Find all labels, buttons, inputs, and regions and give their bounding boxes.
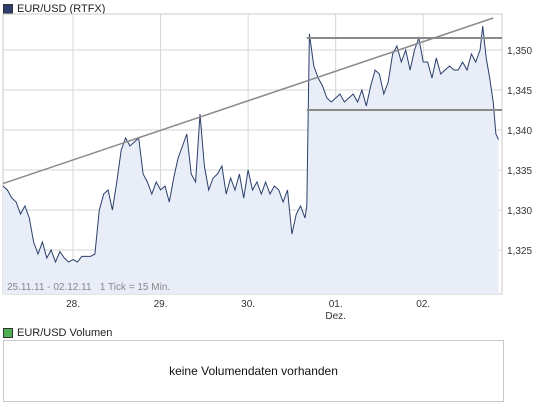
volume-legend-label: EUR/USD Volumen (17, 327, 113, 339)
price-legend-label: EUR/USD (RTFX) (17, 3, 106, 15)
chart-annotations (2, 17, 502, 185)
trend-line (2, 17, 494, 185)
x-tick-label: 02. (416, 299, 430, 310)
x-tick-label: 29. (154, 299, 168, 310)
y-tick-label: 1,340 (507, 126, 532, 137)
volume-panel: keine Volumendaten vorhanden (3, 340, 504, 402)
x-axis-ticks: 28. 29. 30. 01.Dez. 02. (66, 299, 430, 322)
x-tick-label: 01. (329, 299, 343, 310)
range-info-text: 25.11.11 - 02.12.11 1 Tick = 15 Min. (7, 282, 170, 293)
x-tick-label: 28. (66, 299, 80, 310)
price-area-fill (3, 26, 499, 294)
x-tick-sublabel: Dez. (325, 311, 346, 322)
x-tick-label: 30. (241, 299, 255, 310)
y-tick-label: 1,345 (507, 86, 532, 97)
y-axis-ticks: 1,325 1,330 1,335 1,340 1,345 1,350 (507, 46, 532, 257)
y-tick-label: 1,325 (507, 246, 532, 257)
volume-empty-message: keine Volumendaten vorhanden (169, 364, 338, 378)
price-line (2, 25, 499, 264)
y-tick-label: 1,335 (507, 166, 532, 177)
volume-legend-swatch (3, 328, 13, 338)
price-chart: 1,325 1,330 1,335 1,340 1,345 1,350 28. 29. 30.… (2, 13, 532, 322)
y-tick-label: 1,350 (507, 46, 532, 57)
volume-legend: EUR/USD Volumen (3, 327, 112, 339)
y-tick-label: 1,330 (507, 206, 532, 217)
